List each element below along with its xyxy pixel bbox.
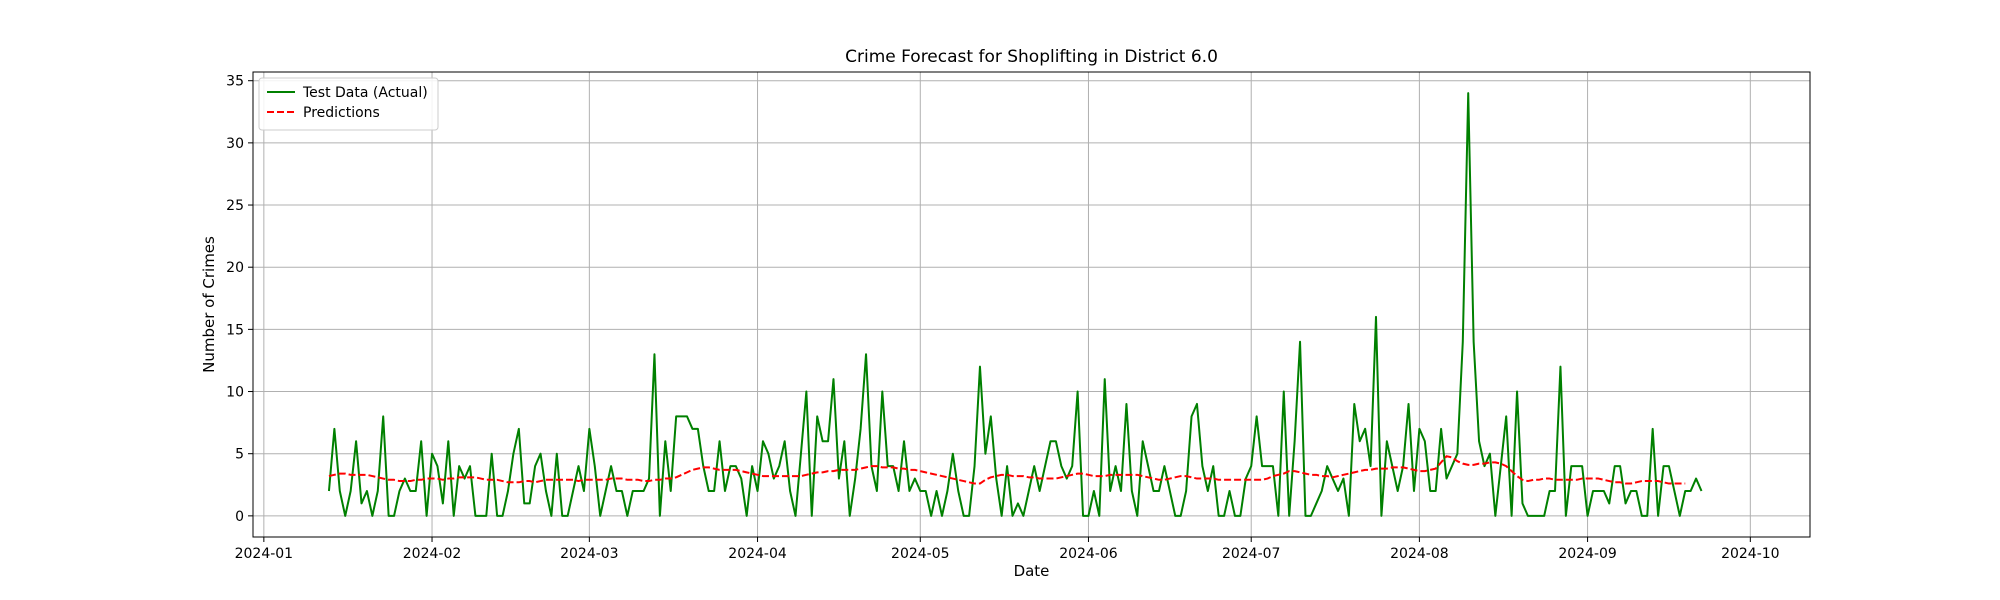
- x-axis: 2024-01 2024-02 2024-03 2024-04 2024-05 2024-…: [235, 537, 1780, 562]
- legend-label-predictions: Predictions: [303, 105, 380, 121]
- y-axis: 0 5 10 15 20 25 30 35: [226, 74, 253, 525]
- legend-box: [258, 77, 439, 131]
- x-tick-label: 2024-05: [891, 546, 950, 562]
- y-tick-label: 0: [235, 509, 244, 525]
- x-tick-label: 2024-08: [1390, 546, 1449, 562]
- x-tick-label: 2024-04: [728, 546, 787, 562]
- legend: Test Data (Actual) Predictions: [258, 77, 439, 131]
- x-tick-label: 2024-02: [403, 546, 462, 562]
- legend-label-actual: Test Data (Actual): [302, 85, 428, 101]
- y-tick-label: 10: [226, 385, 244, 401]
- y-tick-label: 30: [226, 136, 244, 152]
- x-tick-label: 2024-01: [235, 546, 294, 562]
- predictions-series-line: [328, 455, 1686, 485]
- x-tick-label: 2024-06: [1059, 546, 1118, 562]
- x-tick-label: 2024-10: [1721, 546, 1780, 562]
- plot-frame: [252, 71, 1811, 538]
- y-tick-label: 15: [226, 322, 244, 338]
- y-axis-title: Number of Crimes: [200, 236, 218, 373]
- x-tick-label: 2024-03: [560, 546, 619, 562]
- y-tick-label: 25: [226, 198, 244, 214]
- plot-series: [327, 92, 1703, 517]
- x-tick-label: 2024-09: [1558, 546, 1617, 562]
- x-axis-title: Date: [1014, 562, 1050, 580]
- chart-title: Crime Forecast for Shoplifting in Distri…: [845, 47, 1218, 67]
- actual-series-line: [327, 92, 1703, 517]
- x-tick-label: 2024-07: [1222, 546, 1281, 562]
- y-tick-label: 35: [226, 74, 244, 90]
- grid: [253, 72, 1810, 537]
- y-tick-label: 5: [235, 447, 244, 463]
- y-tick-label: 20: [226, 260, 244, 276]
